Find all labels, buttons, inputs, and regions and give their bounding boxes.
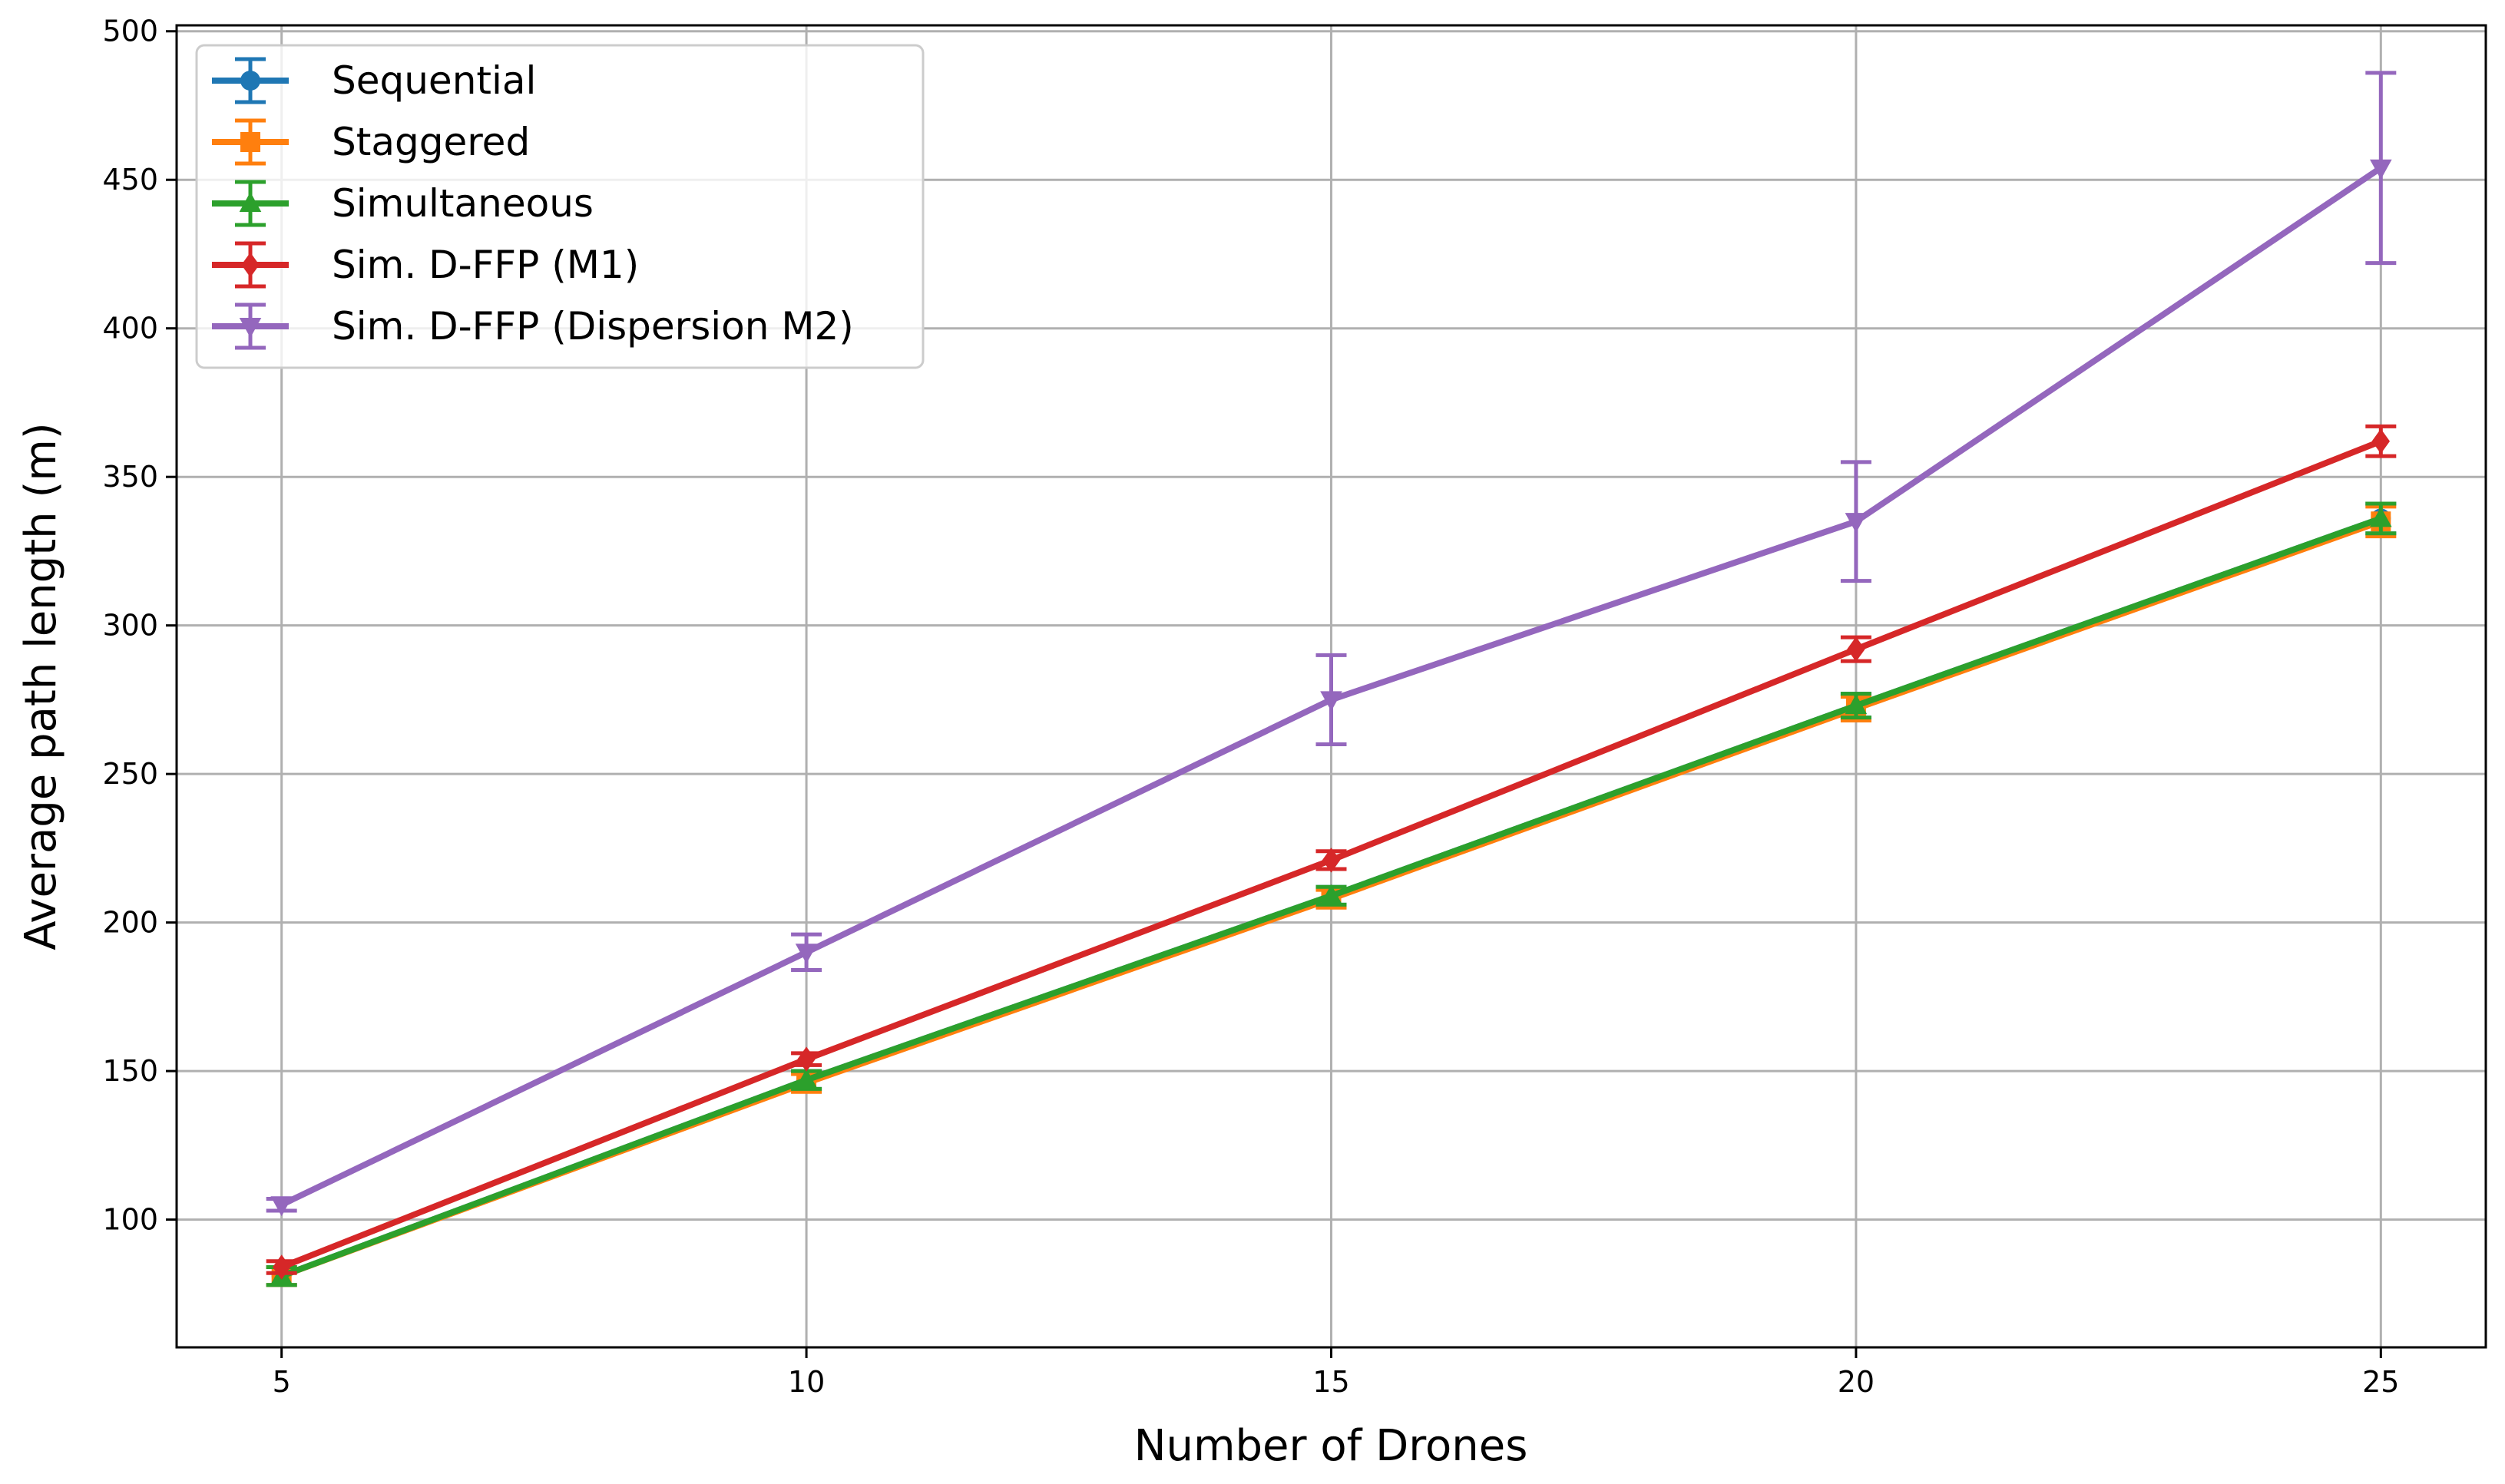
data-point <box>1845 513 1868 534</box>
legend-marker <box>239 317 262 338</box>
legend-label: Sequential <box>332 58 536 103</box>
series-sim-d-ffp-m1 <box>266 424 2397 1280</box>
legend-item: Sim. D-FFP (M1) <box>212 241 639 289</box>
y-tick-label: 400 <box>102 312 158 345</box>
legend-item: Simultaneous <box>212 180 594 227</box>
legend-box <box>195 44 925 369</box>
y-tick-label: 500 <box>102 15 158 48</box>
y-axis: 100 150 200 250 300 350 400 450 500 <box>102 15 177 1237</box>
y-axis-label: Average path length (m) <box>16 422 66 950</box>
x-tick-label: 5 <box>273 1365 291 1399</box>
data-point <box>797 1046 816 1072</box>
legend-label: Simultaneous <box>332 181 594 226</box>
data-point <box>270 1196 293 1217</box>
data-point <box>272 1254 291 1280</box>
data-point <box>2371 428 2391 454</box>
x-tick-label: 15 <box>1312 1365 1349 1399</box>
data-point <box>2370 159 2392 180</box>
x-tick-label: 10 <box>788 1365 825 1399</box>
data-point <box>1320 884 1342 904</box>
data-point <box>1320 691 1342 712</box>
data-point <box>1322 848 1341 873</box>
x-tick-label: 25 <box>2362 1365 2399 1399</box>
legend-label: Staggered <box>332 120 530 164</box>
x-axis: 5 10 15 20 25 <box>273 1347 2399 1399</box>
legend-marker <box>241 252 260 278</box>
legend-item: Sim. D-FFP (Dispersion M2) <box>212 302 854 350</box>
data-point <box>1847 636 1865 662</box>
y-tick-label: 200 <box>102 906 158 940</box>
y-tick-label: 450 <box>102 163 158 197</box>
y-tick-label: 300 <box>102 609 158 643</box>
legend-label: Sim. D-FFP (M1) <box>332 243 639 287</box>
legend-item: Sequential <box>212 57 536 104</box>
legend-marker <box>240 132 260 152</box>
y-tick-label: 350 <box>102 460 158 494</box>
data-point <box>2370 507 2392 527</box>
legend-marker <box>239 192 262 213</box>
data-point <box>795 1068 818 1089</box>
legend-label: Sim. D-FFP (Dispersion M2) <box>332 304 854 349</box>
series-layer <box>266 71 2397 1287</box>
data-point <box>795 944 818 964</box>
y-tick-label: 150 <box>102 1054 158 1088</box>
legend: Sequential Staggered Simultaneous Sim. D-FF… <box>195 44 925 369</box>
series-sim-d-ffp-dispersion-m2 <box>266 71 2397 1217</box>
y-tick-label: 100 <box>102 1203 158 1237</box>
y-tick-label: 250 <box>102 757 158 791</box>
legend-item: Staggered <box>212 118 530 166</box>
x-axis-label: Number of Drones <box>1134 1421 1528 1471</box>
data-point <box>1845 694 1868 715</box>
legend-marker <box>240 71 260 91</box>
x-tick-label: 20 <box>1838 1365 1875 1399</box>
